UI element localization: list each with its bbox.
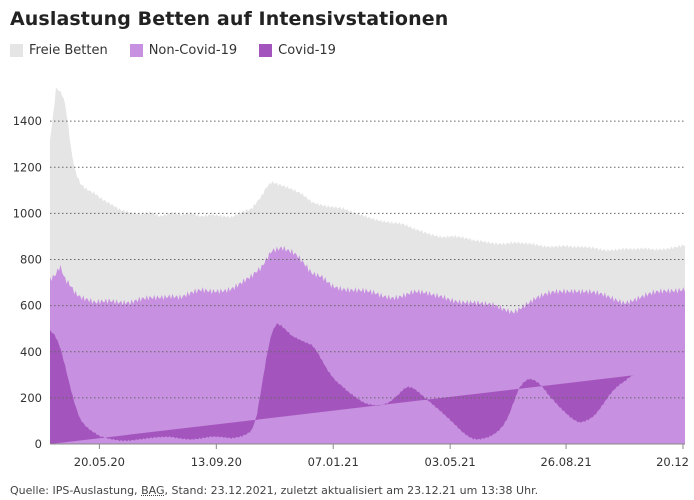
y-tick-label-1200: 1200 — [13, 160, 42, 174]
area-non-covid-19 — [50, 245, 685, 444]
y-tick-label-0: 0 — [35, 437, 42, 451]
legend-swatch-non-covid — [129, 44, 143, 57]
legend-item-freie-betten: Freie Betten — [10, 43, 108, 58]
x-tick-label-5: 20.12 — [656, 455, 689, 469]
source-bag-link[interactable]: BAG — [141, 484, 165, 497]
source-suffix: , Stand: 23.12.2021, zuletzt aktualisier… — [164, 484, 539, 497]
x-tick-label-4: 26.08.21 — [540, 455, 591, 469]
x-tick-label-3: 03.05.21 — [425, 455, 476, 469]
legend-label-covid: Covid-19 — [278, 43, 336, 58]
legend-label-freie-betten: Freie Betten — [29, 43, 108, 58]
chart-title: Auslastung Betten auf Intensivstationen — [10, 8, 449, 30]
x-tick-label-2: 07.01.21 — [308, 455, 359, 469]
y-tick-label-1000: 1000 — [13, 206, 42, 220]
legend: Freie Betten Non-Covid-19 Covid-19 — [10, 43, 358, 58]
area-covid-19 — [50, 323, 634, 444]
legend-label-non-covid: Non-Covid-19 — [148, 43, 238, 58]
y-tick-label-800: 800 — [20, 253, 42, 267]
chart-canvas: 0 200 400 600 800 1000 1200 1400 20.05.20 13.09.2… — [13, 87, 689, 469]
legend-swatch-covid — [259, 44, 273, 57]
y-tick-label-400: 400 — [20, 345, 42, 359]
source-note: Quelle: IPS-Auslastung, BAG, Stand: 23.1… — [10, 484, 538, 497]
y-tick-label-200: 200 — [20, 391, 42, 405]
legend-swatch-freie-betten — [10, 44, 23, 57]
source-prefix: Quelle: IPS-Auslastung, — [10, 484, 142, 497]
x-tick-label-0: 20.05.20 — [74, 455, 125, 469]
y-tick-label-1400: 1400 — [13, 114, 42, 128]
legend-item-covid: Covid-19 — [259, 43, 336, 58]
legend-item-non-covid: Non-Covid-19 — [129, 43, 238, 58]
x-tick-label-1: 13.09.20 — [191, 455, 242, 469]
y-tick-label-600: 600 — [20, 299, 42, 313]
